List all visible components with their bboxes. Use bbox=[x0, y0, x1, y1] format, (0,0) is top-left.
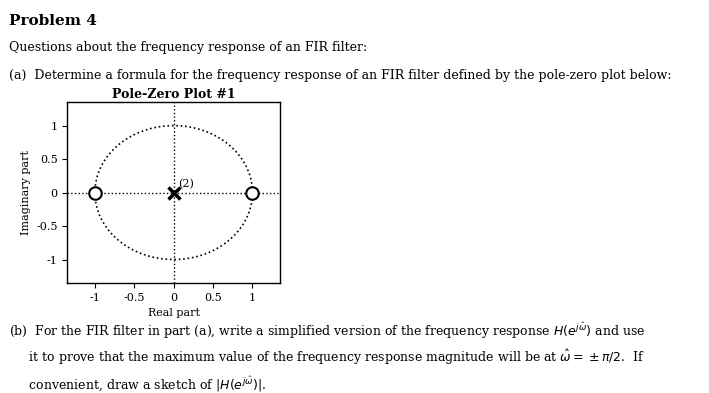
Text: it to prove that the maximum value of the frequency response magnitude will be a: it to prove that the maximum value of th… bbox=[9, 348, 644, 367]
Text: (2): (2) bbox=[179, 179, 194, 189]
Text: (b)  For the FIR filter in part (a), write a simplified version of the frequency: (b) For the FIR filter in part (a), writ… bbox=[9, 320, 645, 341]
X-axis label: Real part: Real part bbox=[147, 308, 200, 318]
Title: Pole-Zero Plot #1: Pole-Zero Plot #1 bbox=[112, 88, 235, 101]
Text: Problem 4: Problem 4 bbox=[9, 14, 96, 28]
Y-axis label: Imaginary part: Imaginary part bbox=[21, 150, 30, 235]
Text: convenient, draw a sketch of $|H(e^{j\hat{\omega}})|$.: convenient, draw a sketch of $|H(e^{j\ha… bbox=[9, 374, 266, 393]
Text: Questions about the frequency response of an FIR filter:: Questions about the frequency response o… bbox=[9, 41, 367, 54]
Text: (a)  Determine a formula for the frequency response of an FIR filter defined by : (a) Determine a formula for the frequenc… bbox=[9, 69, 671, 82]
